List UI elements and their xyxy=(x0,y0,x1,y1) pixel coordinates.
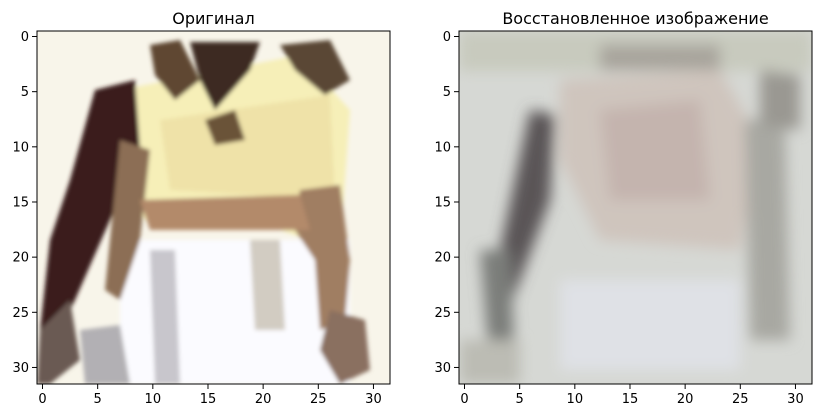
y-tick-label: 20 xyxy=(12,251,29,266)
x-tick-label: 20 xyxy=(255,392,272,407)
y-tick-label: 25 xyxy=(434,306,451,321)
y-tick-label: 10 xyxy=(434,140,451,155)
y-tick-label: 25 xyxy=(12,306,29,321)
y-tick-label: 10 xyxy=(12,140,29,155)
y-tick-label: 0 xyxy=(21,30,29,45)
chart-title-reconstruction: Восстановленное изображение xyxy=(502,9,768,28)
chart-panel-reconstruction: Восстановленное изображение 0 5 10 15 20 25 30… xyxy=(434,9,813,407)
chart-title-original: Оригинал xyxy=(172,9,254,28)
image-original xyxy=(37,31,390,384)
y-tick-label: 30 xyxy=(434,361,451,376)
axes-frame-reconstruction xyxy=(458,30,813,385)
x-tick-label: 15 xyxy=(200,392,217,407)
x-tick-label: 10 xyxy=(145,392,162,407)
y-tick-label: 5 xyxy=(443,85,451,100)
axis-ticks-original: 0 5 10 15 20 25 30 0 5 10 15 20 25 30 xyxy=(12,30,381,407)
y-tick-label: 5 xyxy=(21,85,29,100)
x-tick-label: 30 xyxy=(365,392,382,407)
y-tick-label: 0 xyxy=(443,30,451,45)
axes-frame-original xyxy=(36,30,391,385)
x-tick-label: 0 xyxy=(38,392,46,407)
y-tick-label: 30 xyxy=(12,361,29,376)
x-tick-label: 0 xyxy=(460,392,468,407)
axis-ticks-reconstruction: 0 5 10 15 20 25 30 0 5 10 15 20 25 30 xyxy=(434,30,803,407)
x-tick-label: 5 xyxy=(94,392,102,407)
x-tick-label: 10 xyxy=(567,392,584,407)
x-tick-label: 5 xyxy=(516,392,524,407)
x-tick-label: 30 xyxy=(787,392,804,407)
x-tick-label: 25 xyxy=(310,392,327,407)
y-tick-label: 15 xyxy=(12,195,29,210)
chart-panel-original: Оригинал xyxy=(12,9,391,407)
x-tick-label: 20 xyxy=(677,392,694,407)
image-reconstruction xyxy=(459,31,812,384)
y-tick-label: 15 xyxy=(434,195,451,210)
x-tick-label: 15 xyxy=(622,392,639,407)
y-tick-label: 20 xyxy=(434,251,451,266)
x-tick-label: 25 xyxy=(732,392,749,407)
